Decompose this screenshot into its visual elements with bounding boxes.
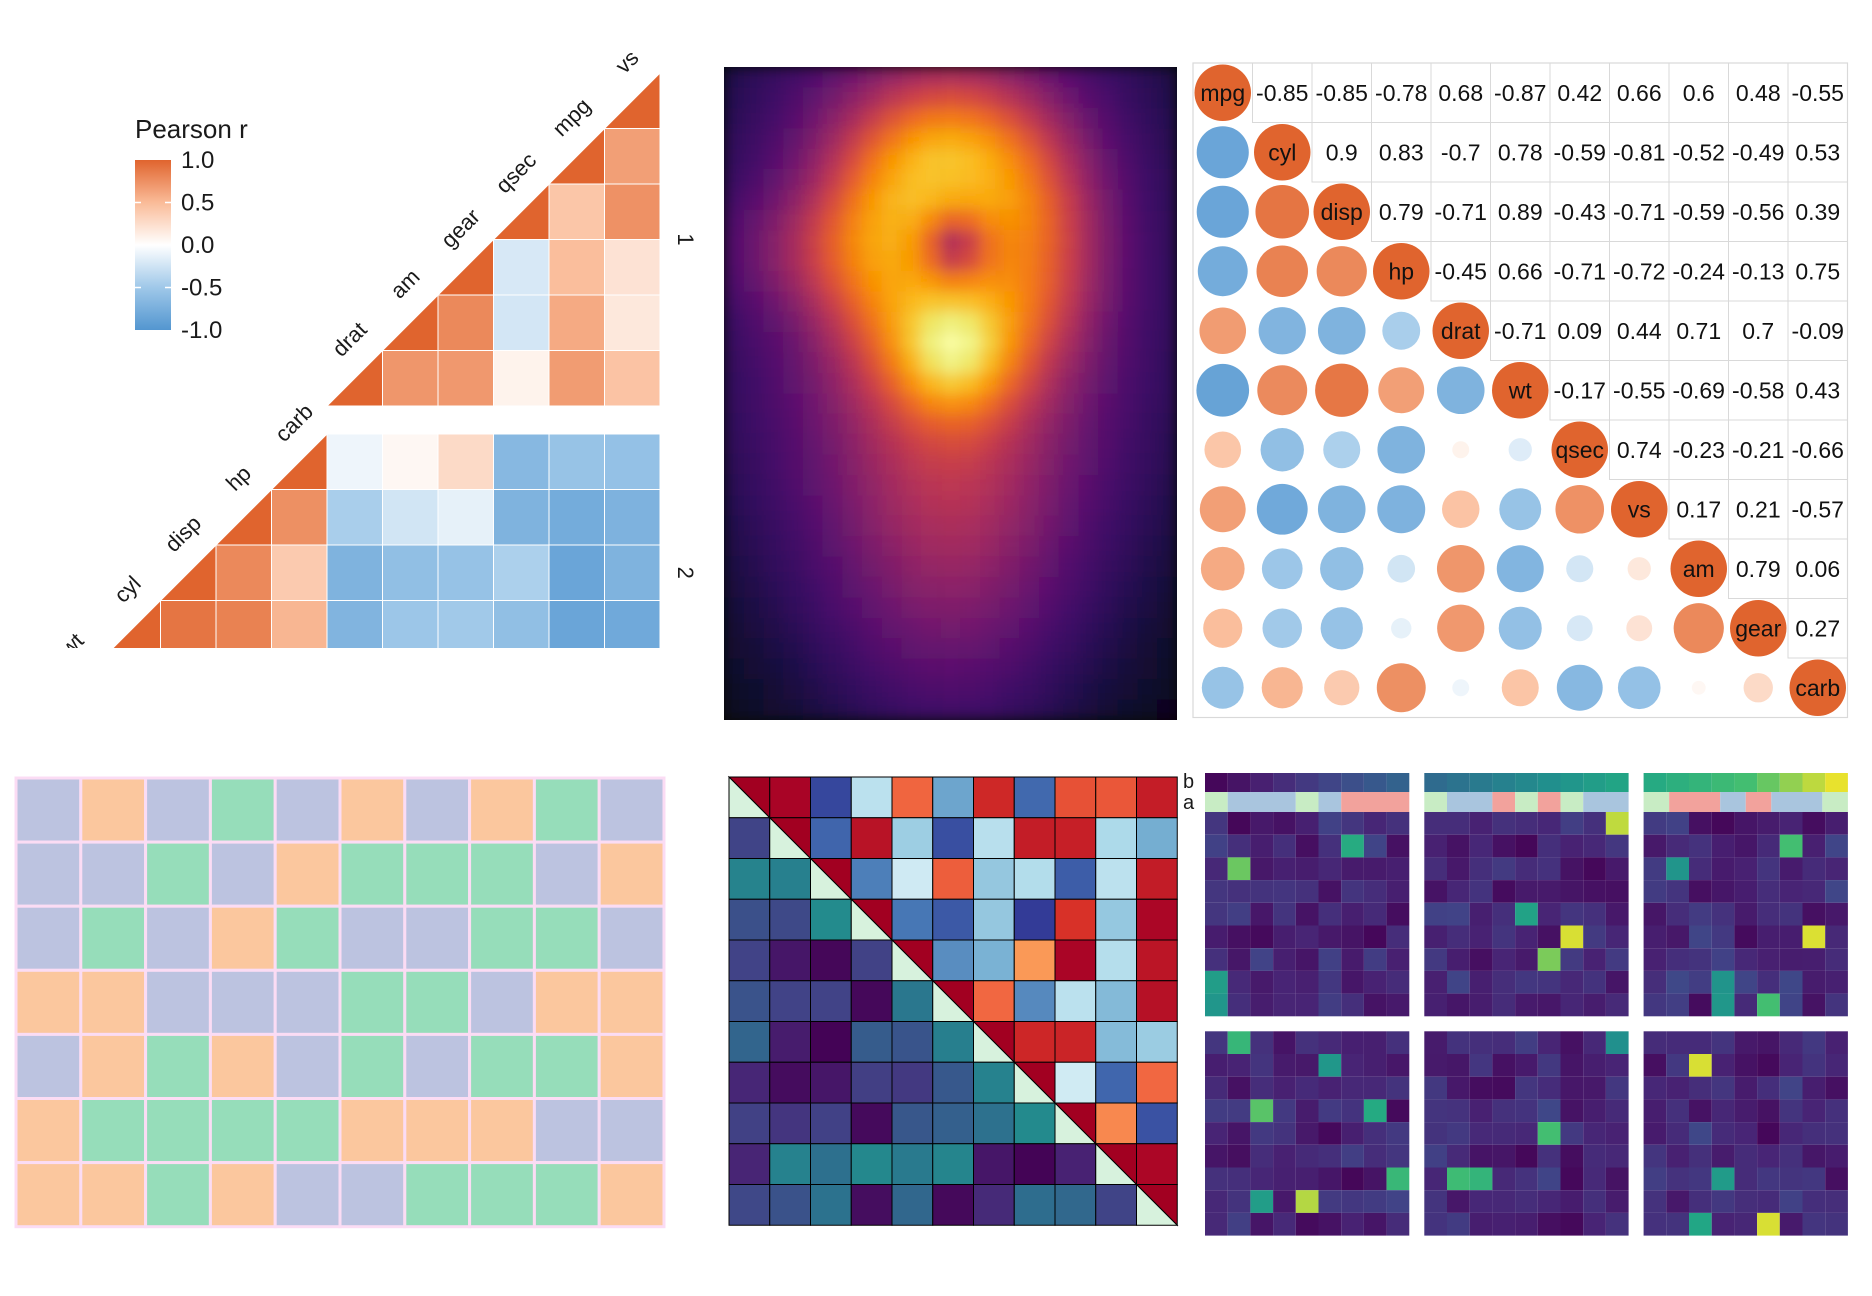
svg-text:0.66: 0.66 [1498, 258, 1543, 284]
svg-text:-0.78: -0.78 [1375, 80, 1427, 106]
svg-text:1.0: 1.0 [181, 147, 214, 174]
svg-text:wt: wt [1508, 377, 1533, 403]
svg-text:drat: drat [1441, 318, 1481, 344]
svg-text:hp: hp [1388, 258, 1414, 284]
svg-text:-0.23: -0.23 [1673, 437, 1725, 463]
svg-text:cyl: cyl [109, 571, 146, 608]
svg-text:1: 1 [673, 233, 698, 245]
svg-text:0.17: 0.17 [1676, 496, 1721, 522]
svg-text:b: b [1183, 773, 1194, 793]
svg-text:am: am [1683, 556, 1715, 582]
svg-text:-0.85: -0.85 [1316, 80, 1368, 106]
svg-text:0.79: 0.79 [1379, 199, 1424, 225]
svg-text:vs: vs [610, 45, 643, 78]
svg-text:0.06: 0.06 [1795, 556, 1840, 582]
svg-text:mpg: mpg [1200, 80, 1245, 106]
svg-text:0.5: 0.5 [181, 190, 214, 217]
svg-text:0.83: 0.83 [1379, 139, 1424, 165]
svg-text:qsec: qsec [1555, 437, 1604, 463]
svg-text:0.75: 0.75 [1795, 258, 1840, 284]
svg-text:0.44: 0.44 [1617, 318, 1662, 344]
svg-text:2: 2 [673, 567, 698, 579]
svg-text:-0.85: -0.85 [1256, 80, 1308, 106]
svg-text:0.68: 0.68 [1438, 80, 1483, 106]
svg-text:-0.71: -0.71 [1613, 199, 1665, 225]
svg-text:0.6: 0.6 [1683, 80, 1715, 106]
svg-text:disp: disp [1321, 199, 1363, 225]
svg-text:-0.13: -0.13 [1732, 258, 1784, 284]
svg-text:-0.55: -0.55 [1613, 377, 1665, 403]
svg-text:-0.71: -0.71 [1435, 199, 1487, 225]
svg-text:-0.71: -0.71 [1554, 258, 1606, 284]
svg-text:0.78: 0.78 [1498, 139, 1543, 165]
svg-text:-0.66: -0.66 [1792, 437, 1844, 463]
svg-text:0.66: 0.66 [1617, 80, 1662, 106]
svg-text:0.89: 0.89 [1498, 199, 1543, 225]
svg-text:-0.72: -0.72 [1613, 258, 1665, 284]
svg-text:a: a [1183, 792, 1195, 814]
svg-text:0.27: 0.27 [1795, 615, 1840, 641]
svg-text:-0.87: -0.87 [1494, 80, 1546, 106]
svg-text:hp: hp [221, 461, 256, 496]
svg-text:0.09: 0.09 [1557, 318, 1602, 344]
svg-text:-0.24: -0.24 [1673, 258, 1726, 284]
svg-text:carb: carb [270, 399, 318, 447]
svg-text:-0.21: -0.21 [1732, 437, 1784, 463]
svg-text:-0.45: -0.45 [1435, 258, 1487, 284]
svg-text:gear: gear [436, 204, 485, 253]
svg-text:cyl: cyl [1268, 139, 1296, 165]
svg-text:-0.52: -0.52 [1673, 139, 1725, 165]
svg-text:-0.71: -0.71 [1494, 318, 1546, 344]
svg-text:0.53: 0.53 [1795, 139, 1840, 165]
svg-text:0.71: 0.71 [1676, 318, 1721, 344]
svg-text:drat: drat [327, 317, 371, 361]
svg-text:0.9: 0.9 [1326, 139, 1358, 165]
svg-text:carb: carb [1795, 675, 1840, 701]
svg-text:0.79: 0.79 [1736, 556, 1781, 582]
svg-text:-0.17: -0.17 [1554, 377, 1606, 403]
svg-text:0.39: 0.39 [1795, 199, 1840, 225]
svg-text:0.7: 0.7 [1742, 318, 1774, 344]
svg-text:-0.56: -0.56 [1732, 199, 1784, 225]
svg-text:am: am [385, 264, 424, 303]
svg-text:-0.09: -0.09 [1792, 318, 1844, 344]
svg-text:0.21: 0.21 [1736, 496, 1781, 522]
svg-text:-0.7: -0.7 [1441, 139, 1481, 165]
svg-text:-0.58: -0.58 [1732, 377, 1784, 403]
svg-text:gear: gear [1735, 615, 1781, 641]
svg-text:0.43: 0.43 [1795, 377, 1840, 403]
svg-text:-0.49: -0.49 [1732, 139, 1784, 165]
svg-text:0.0: 0.0 [181, 232, 214, 259]
svg-text:0.74: 0.74 [1617, 437, 1662, 463]
svg-text:disp: disp [160, 511, 206, 557]
svg-text:wt: wt [55, 628, 89, 648]
svg-text:-0.57: -0.57 [1792, 496, 1844, 522]
svg-text:mpg: mpg [547, 93, 595, 141]
svg-text:-0.81: -0.81 [1613, 139, 1665, 165]
svg-text:-0.43: -0.43 [1554, 199, 1606, 225]
svg-text:-0.59: -0.59 [1673, 199, 1725, 225]
svg-text:-0.55: -0.55 [1792, 80, 1844, 106]
svg-text:-1.0: -1.0 [181, 317, 222, 344]
svg-text:0.48: 0.48 [1736, 80, 1781, 106]
svg-text:-0.5: -0.5 [181, 275, 222, 302]
svg-text:qsec: qsec [491, 147, 542, 198]
svg-text:Pearson r: Pearson r [135, 114, 248, 144]
svg-text:-0.59: -0.59 [1554, 139, 1606, 165]
svg-text:-0.69: -0.69 [1673, 377, 1725, 403]
svg-text:vs: vs [1628, 496, 1651, 522]
svg-text:0.42: 0.42 [1557, 80, 1602, 106]
